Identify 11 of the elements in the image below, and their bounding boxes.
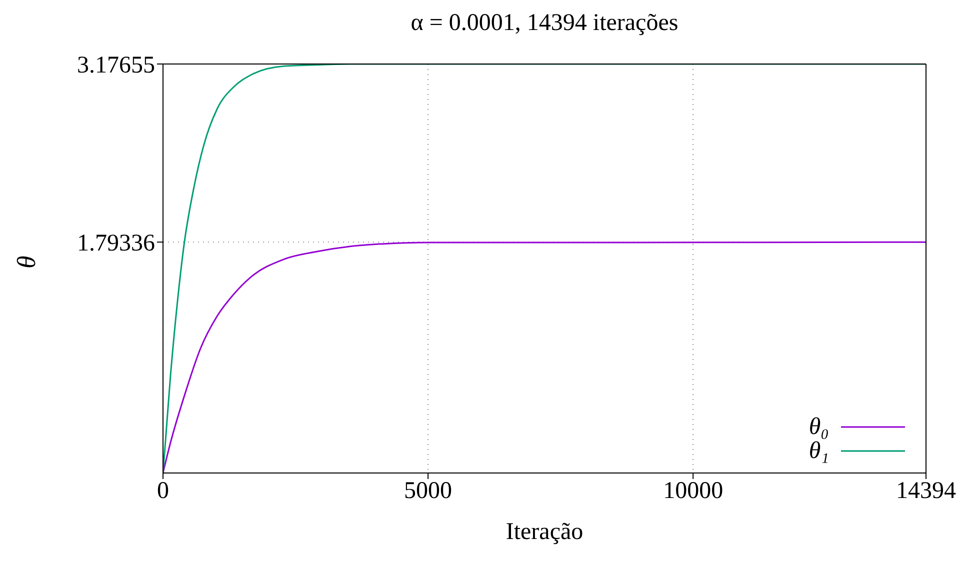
x-tick-label: 0 [157, 478, 169, 504]
x-tick-label: 10000 [663, 478, 724, 504]
y-tick-label: 1.79336 [77, 230, 155, 257]
chart-title: α = 0.0001, 14394 iterações [410, 10, 680, 37]
legend-label: θ₀ [808, 414, 829, 440]
x-tick-label: 5000 [404, 478, 452, 504]
y-tick-label: 3.17655 [77, 52, 155, 79]
y-axis-title: θ [12, 256, 42, 268]
legend-label: θ₁ [808, 438, 829, 464]
x-tick-label: 14394 [896, 478, 956, 504]
x-axis-title: Iteração [506, 519, 584, 545]
